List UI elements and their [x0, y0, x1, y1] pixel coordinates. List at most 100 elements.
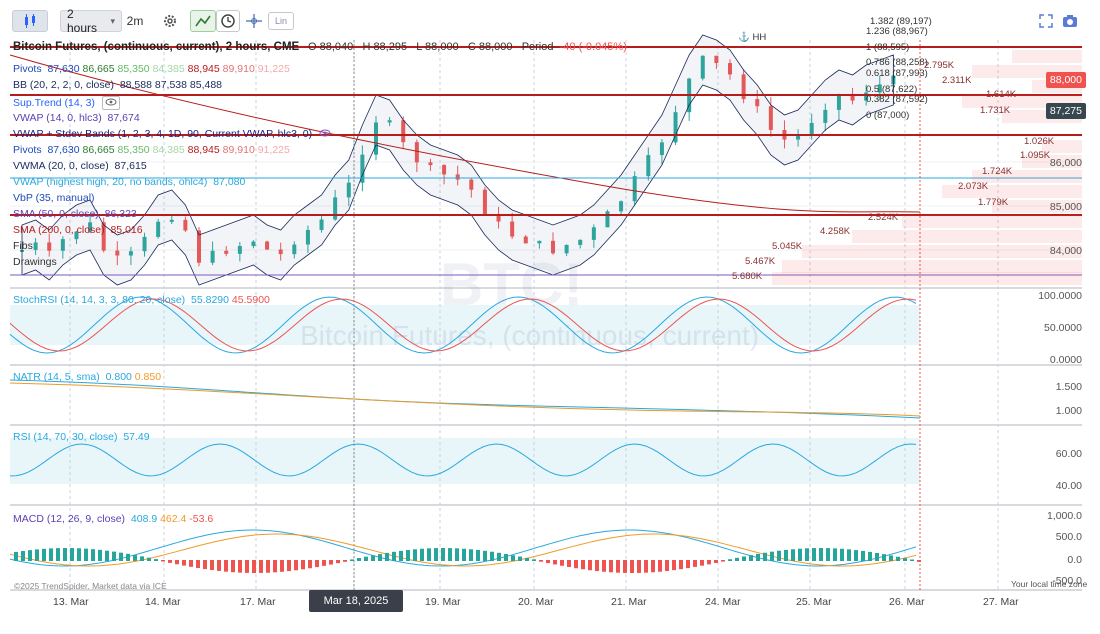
stoch-legend[interactable]: StochRSI (14, 14, 3, 3, 80, 20, close) 5…: [13, 294, 270, 306]
legend-pivots-1[interactable]: Pivots 87,630 86,665 85,350 84,385 88,94…: [13, 63, 290, 75]
linear-scale-button[interactable]: Lin: [268, 12, 294, 30]
macd-histogram-bar: [308, 560, 312, 569]
candle-body: [428, 162, 433, 166]
legend-bb[interactable]: BB (20, 2, 2, 0, close) 88,588 87,538 85…: [13, 79, 222, 91]
trendline-tool-icon[interactable]: [190, 10, 216, 32]
macd-histogram-bar: [196, 560, 200, 569]
macd-signal-value: 462.4: [160, 513, 187, 525]
fib-label: 0 (87,000): [866, 110, 910, 121]
local-time-text[interactable]: Your local time zone: [1011, 579, 1088, 589]
macd-histogram-bar: [63, 548, 67, 561]
macd-histogram-bar: [77, 548, 81, 561]
legend-drawings[interactable]: Drawings: [13, 256, 57, 268]
legend-bb-name: BB (20, 2, 2, 0, close): [13, 79, 114, 91]
macd-histogram-bar: [84, 548, 88, 561]
chart-type-candles-icon[interactable]: [12, 10, 48, 32]
macd-histogram-bar: [798, 548, 802, 561]
vbp-bar: [972, 170, 1082, 183]
candle-body: [401, 120, 406, 143]
macd-histogram-bar: [756, 553, 760, 561]
legend-sma50[interactable]: SMA (50, 0, close) 86,323: [13, 208, 137, 220]
period-label: Period: [521, 41, 554, 53]
macd-histogram-bar: [602, 560, 606, 572]
macd-histogram-bar: [630, 560, 634, 573]
macd-name: MACD (12, 26, 9, close): [13, 513, 126, 525]
camera-icon[interactable]: [1058, 10, 1082, 32]
candle-body: [836, 94, 841, 110]
candle-body: [128, 251, 133, 256]
macd-histogram-bar: [322, 560, 326, 566]
eye-off-icon[interactable]: [319, 128, 331, 140]
legend-sma200-name: SMA (200, 0, close): [13, 224, 105, 236]
legend-fibs[interactable]: Fibs: [13, 240, 33, 252]
vbp-label: 2.795K: [924, 60, 955, 71]
vbp-bar: [992, 200, 1082, 213]
legend-pivots-2-v3: 84,385: [152, 144, 185, 156]
candle-body: [850, 94, 855, 101]
rsi-legend[interactable]: RSI (14, 70, 30, close) 57.49: [13, 431, 150, 443]
legend-vwap-bands[interactable]: VWAP + Stdev Bands (1, 2, 3, 4, 1D, 90, …: [13, 128, 331, 140]
fib-label: 1.236 (88,967): [866, 26, 928, 37]
vbp-label: 2.073K: [958, 181, 989, 192]
crosshair-icon[interactable]: [242, 10, 266, 32]
macd-histogram-bar: [581, 560, 585, 570]
rsi-axis-label: 60.00: [1055, 448, 1082, 460]
macd-histogram-bar: [812, 548, 816, 561]
macd-legend[interactable]: MACD (12, 26, 9, close) 408.9 462.4 -53.…: [13, 513, 213, 525]
macd-histogram-bar: [14, 551, 18, 561]
legend-pivots-2[interactable]: Pivots 87,630 86,665 85,350 84,385 88,94…: [13, 144, 290, 156]
interval-dropdown[interactable]: 2 hours ▾: [60, 7, 122, 35]
macd-axis-label: 1,000.0: [1046, 510, 1082, 522]
legend-suptrend[interactable]: Sup.Trend (14, 3): [13, 96, 120, 110]
macd-histogram-bar: [378, 554, 382, 561]
candle-body: [646, 155, 651, 177]
candle-body: [537, 240, 542, 244]
macd-histogram-bar: [189, 560, 193, 567]
rsi-value: 57.49: [123, 431, 150, 443]
macd-histogram-bar: [420, 548, 424, 561]
legend-pivots-2-v0: 87,630: [47, 144, 80, 156]
legend-vwap-hh[interactable]: VWAP (highest high, 20, no bands, ohlc4)…: [13, 176, 245, 188]
candle-body: [333, 197, 338, 220]
macd-histogram-bar: [651, 560, 655, 573]
macd-histogram-bar: [791, 549, 795, 561]
macd-histogram-bar: [525, 557, 529, 561]
macd-histogram-bar: [217, 560, 221, 571]
macd-histogram-bar: [399, 550, 403, 561]
macd-histogram-bar: [273, 560, 277, 573]
legend-vwap[interactable]: VWAP (14, 0, hlc3) 87,674: [13, 112, 140, 124]
natr-legend[interactable]: NATR (14, 5, sma) 0.800 0.850: [13, 371, 161, 383]
macd-histogram-bar: [245, 560, 249, 573]
macd-histogram-bar: [805, 548, 809, 561]
stoch-axis-label: 100.0000: [1038, 290, 1082, 302]
macd-histogram-bar: [896, 556, 900, 561]
vbp-label: 1.779K: [978, 197, 1009, 208]
candle-body: [60, 239, 65, 251]
interval-value: 2 hours: [67, 7, 98, 35]
candle-body: [197, 230, 201, 263]
macd-histogram-bar: [490, 551, 494, 561]
chevron-down-icon: ▾: [110, 15, 115, 26]
macd-histogram-bar: [707, 560, 711, 565]
macd-histogram-bar: [315, 560, 319, 568]
chart-title: Bitcoin Futures, (continuous, current), …: [13, 41, 300, 53]
secondary-interval-button[interactable]: 2m: [124, 10, 146, 32]
sma200-line: [9, 54, 921, 213]
date-axis-label: 14. Mar: [145, 596, 181, 608]
fullscreen-icon[interactable]: [1034, 10, 1058, 32]
stoch-d-line: [9, 298, 917, 352]
settings-gear-icon[interactable]: [158, 10, 182, 32]
macd-histogram-bar: [70, 548, 74, 561]
legend-sma200[interactable]: SMA (200, 0, close) 85,016: [13, 224, 143, 236]
chart-canvas[interactable]: [0, 0, 1100, 618]
macd-histogram-bar: [294, 560, 298, 571]
candle-body: [469, 179, 474, 190]
macd-histogram-bar: [553, 560, 557, 565]
clock-icon[interactable]: [216, 10, 240, 32]
legend-vwma[interactable]: VWMA (20, 0, close) 87,615: [13, 160, 147, 172]
stoch-d-value: 45.5900: [231, 294, 270, 306]
fib-label: 0.618 (87,993): [866, 68, 928, 79]
legend-vbp[interactable]: VbP (35, manual): [13, 192, 95, 204]
eye-icon[interactable]: [101, 96, 120, 110]
macd-histogram-bar: [210, 560, 214, 571]
